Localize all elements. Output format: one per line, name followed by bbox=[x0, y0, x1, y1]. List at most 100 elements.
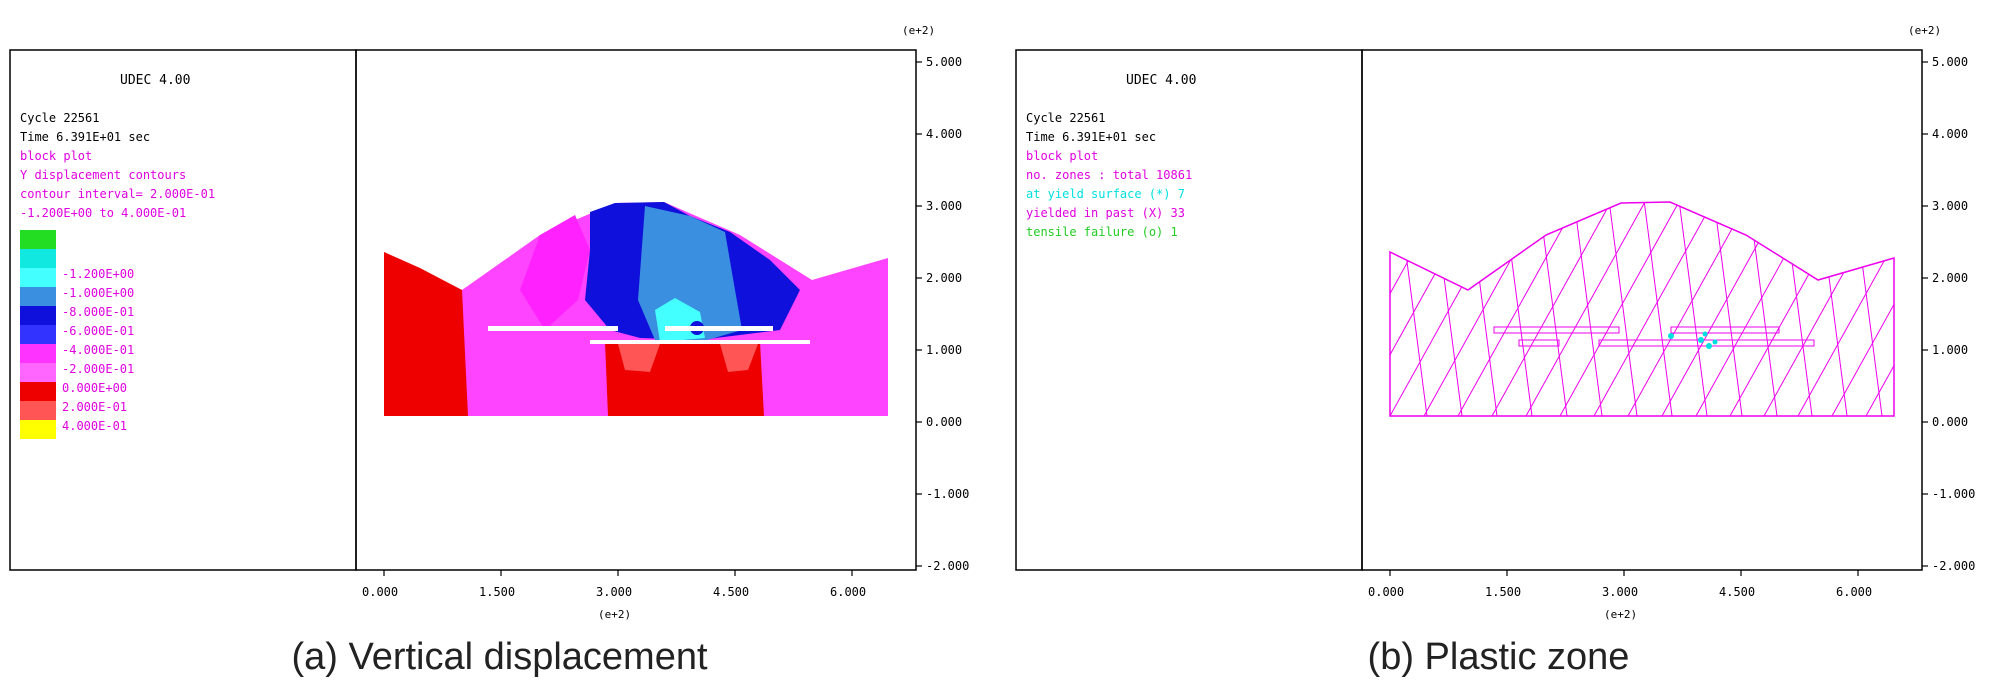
y-tick-label: 3.000 bbox=[1932, 199, 1968, 213]
legend-label: 0.000E+00 bbox=[62, 381, 127, 395]
axes: 5.000 4.000 3.000 2.000 1.000 0.000 -1.000 -2.0… bbox=[1368, 24, 1975, 621]
y-tick-label: 0.000 bbox=[926, 415, 962, 429]
zone-light-red bbox=[618, 344, 660, 372]
legend-swatch bbox=[20, 344, 56, 363]
legend-swatch bbox=[20, 420, 56, 439]
block-mesh bbox=[1186, 200, 1998, 417]
joint-line bbox=[1888, 202, 1894, 416]
joint-line bbox=[1525, 202, 1647, 416]
time-label: Time 6.391E+01 sec bbox=[1026, 130, 1156, 144]
x-tick-label: 1.500 bbox=[1485, 585, 1521, 599]
y-tick-label: -1.000 bbox=[1932, 487, 1975, 501]
displacement-contours bbox=[384, 202, 888, 416]
joint-line bbox=[1423, 202, 1545, 416]
joint-line bbox=[1865, 202, 1894, 416]
y-tick-label: 1.000 bbox=[926, 343, 962, 357]
legend-swatch bbox=[20, 306, 56, 325]
y-tick-label: 5.000 bbox=[1932, 55, 1968, 69]
joint-line bbox=[1390, 202, 1511, 416]
joint-line bbox=[1968, 200, 1998, 416]
x-exponent-label: (e+2) bbox=[598, 608, 631, 621]
model-outline bbox=[1389, 201, 1895, 417]
legend-swatch bbox=[20, 287, 56, 306]
legend-label: -6.000E-01 bbox=[62, 324, 134, 338]
time-label: Time 6.391E+01 sec bbox=[20, 130, 150, 144]
joint-line bbox=[1643, 202, 1673, 416]
legend-swatch bbox=[20, 230, 56, 249]
y-tick-label: 0.000 bbox=[1932, 415, 1968, 429]
info-line: yielded in past (X) 33 bbox=[1026, 206, 1185, 220]
x-tick-label: 4.500 bbox=[713, 585, 749, 599]
info-line: Y displacement contours bbox=[20, 168, 186, 182]
y-tick-label: 4.000 bbox=[926, 127, 962, 141]
joint-line bbox=[1390, 202, 1443, 416]
x-tick-label: 4.500 bbox=[1719, 585, 1755, 599]
y-tick-label: 2.000 bbox=[926, 271, 962, 285]
x-tick-label: 6.000 bbox=[1836, 585, 1872, 599]
tunnel-outline bbox=[1670, 326, 1780, 334]
joint-lines bbox=[1186, 200, 1998, 416]
cycle-label: Cycle 22561 bbox=[1026, 111, 1105, 125]
joint-line bbox=[1900, 200, 1998, 416]
legend-swatch bbox=[20, 382, 56, 401]
panel-vertical-displacement: UDEC 4.00 Cycle 22561 Time 6.391E+01 sec… bbox=[9, 24, 969, 678]
plot-type-label: block plot bbox=[20, 149, 92, 163]
y-tick-label: 5.000 bbox=[926, 55, 962, 69]
legend-swatch bbox=[20, 401, 56, 420]
info-line: tensile failure (o) 1 bbox=[1026, 225, 1178, 239]
joint-line bbox=[1729, 202, 1851, 416]
joint-line bbox=[1593, 202, 1715, 416]
y-exponent-label: (e+2) bbox=[1908, 24, 1941, 37]
y-tick-label: 4.000 bbox=[1932, 127, 1968, 141]
tunnel-gap bbox=[780, 340, 810, 344]
panel-plastic-zone: UDEC 4.00 Cycle 22561 Time 6.391E+01 sec… bbox=[999, 0, 1998, 700]
info-line: -1.200E+00 to 4.000E-01 bbox=[20, 206, 186, 220]
x-tick-label: 3.000 bbox=[596, 585, 632, 599]
joint-line bbox=[1783, 202, 1813, 416]
joint-line bbox=[1661, 202, 1783, 416]
joint-line bbox=[1763, 202, 1885, 416]
y-tick-label: 3.000 bbox=[926, 199, 962, 213]
plot-box bbox=[355, 49, 917, 571]
yield-marker bbox=[1698, 337, 1704, 343]
x-tick-label: 1.500 bbox=[479, 585, 515, 599]
x-tick-label: 0.000 bbox=[1368, 585, 1404, 599]
legend-label: -1.000E+00 bbox=[62, 286, 134, 300]
tunnel-outline bbox=[1493, 326, 1620, 334]
caption: (b) Plastic zone bbox=[1367, 636, 1630, 678]
joint-line bbox=[1573, 202, 1603, 416]
joint-line bbox=[1627, 202, 1749, 416]
joint-line bbox=[1559, 202, 1681, 416]
plot-type-label: block plot bbox=[1026, 149, 1098, 163]
y-tick-label: -1.000 bbox=[926, 487, 969, 501]
joint-line bbox=[1254, 200, 1374, 416]
software-title: UDEC 4.00 bbox=[1126, 73, 1196, 88]
joint-line bbox=[1433, 202, 1463, 416]
axes: 5.000 4.000 3.000 2.000 1.000 0.000 -1.000 -2.0… bbox=[362, 24, 969, 621]
info-lines: Y displacement contours contour interval=… bbox=[20, 168, 215, 220]
plot-box bbox=[1361, 49, 1923, 571]
joint-line bbox=[1748, 202, 1778, 416]
info-line: no. zones : total 10861 bbox=[1026, 168, 1192, 182]
legend-label: -8.000E-01 bbox=[62, 305, 134, 319]
yield-marker bbox=[1712, 339, 1718, 345]
legend-label: 2.000E-01 bbox=[62, 400, 127, 414]
legend: -1.200E+00 -1.000E+00 -8.000E-01 -6.000E-01… bbox=[20, 230, 134, 439]
software-title: UDEC 4.00 bbox=[120, 73, 190, 88]
joint-line bbox=[1818, 202, 1848, 416]
legend-label: -4.000E-01 bbox=[62, 343, 134, 357]
y-tick-label: 2.000 bbox=[1932, 271, 1968, 285]
zone-light-red-2 bbox=[720, 344, 758, 372]
info-line: at yield surface (*) 7 bbox=[1026, 187, 1185, 201]
y-tick-label: 1.000 bbox=[1932, 343, 1968, 357]
joint-line bbox=[1503, 202, 1533, 416]
joint-line bbox=[1831, 202, 1894, 416]
joint-line bbox=[1398, 202, 1428, 416]
joint-line bbox=[1186, 200, 1306, 416]
info-box bbox=[1015, 49, 1363, 571]
tunnel-gap bbox=[590, 340, 810, 344]
x-tick-label: 6.000 bbox=[830, 585, 866, 599]
y-exponent-label: (e+2) bbox=[902, 24, 935, 37]
info-lines: no. zones : total 10861 at yield surface … bbox=[1026, 168, 1192, 239]
yield-marker bbox=[1668, 333, 1674, 339]
